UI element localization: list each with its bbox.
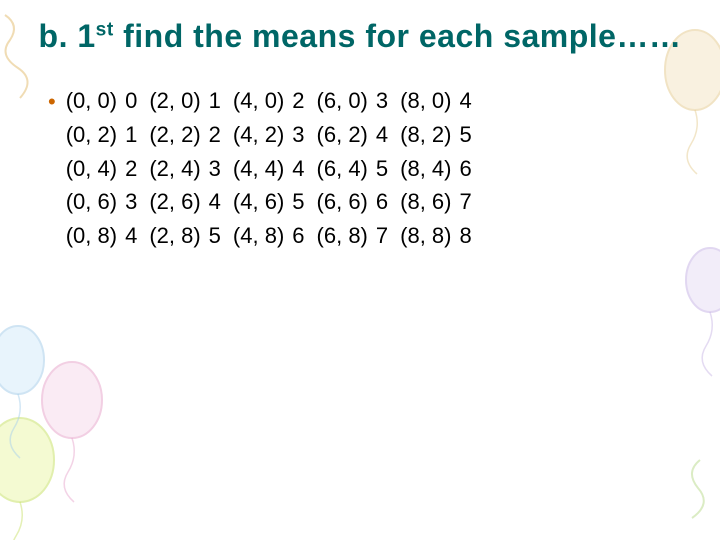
mean-cell: 4 [374, 119, 394, 151]
pair-cell: (0, 8) [66, 220, 117, 252]
mean-cell: 3 [123, 186, 143, 218]
mean-cell: 3 [290, 119, 310, 151]
mean-cell: 2 [290, 85, 310, 117]
pair-cell: (8, 6) [400, 186, 451, 218]
sample-means-table: (0, 0)0(2, 0)1(4, 0)2(6, 0)3(8, 0)4(0, 2… [66, 85, 478, 252]
pair-cell: (2, 4) [149, 153, 200, 185]
mean-cell: 5 [458, 119, 478, 151]
pair-cell: (6, 4) [317, 153, 368, 185]
mean-cell: 3 [207, 153, 227, 185]
pair-cell: (6, 6) [317, 186, 368, 218]
pair-cell: (8, 4) [400, 153, 451, 185]
pair-cell: (4, 2) [233, 119, 284, 151]
pair-cell: (4, 8) [233, 220, 284, 252]
slide-title: b. 1st find the means for each sample…… [0, 18, 720, 55]
title-superscript: st [96, 19, 114, 40]
mean-cell: 3 [374, 85, 394, 117]
pair-cell: (4, 4) [233, 153, 284, 185]
mean-cell: 6 [458, 153, 478, 185]
pair-cell: (2, 0) [149, 85, 200, 117]
mean-cell: 8 [458, 220, 478, 252]
pair-cell: (0, 4) [66, 153, 117, 185]
mean-cell: 1 [123, 119, 143, 151]
pair-cell: (6, 2) [317, 119, 368, 151]
title-rest: find the means for each sample…… [114, 18, 682, 54]
mean-cell: 2 [123, 153, 143, 185]
mean-cell: 4 [290, 153, 310, 185]
mean-cell: 0 [123, 85, 143, 117]
bullet-icon: • [48, 87, 56, 118]
pair-cell: (2, 8) [149, 220, 200, 252]
pair-cell: (6, 0) [317, 85, 368, 117]
mean-cell: 1 [207, 85, 227, 117]
pair-cell: (4, 6) [233, 186, 284, 218]
mean-cell: 4 [207, 186, 227, 218]
mean-cell: 6 [290, 220, 310, 252]
mean-cell: 7 [458, 186, 478, 218]
mean-cell: 5 [290, 186, 310, 218]
mean-cell: 5 [207, 220, 227, 252]
bullet-row: • (0, 0)0(2, 0)1(4, 0)2(6, 0)3(8, 0)4(0,… [0, 85, 720, 252]
pair-cell: (8, 0) [400, 85, 451, 117]
pair-cell: (0, 6) [66, 186, 117, 218]
mean-cell: 4 [458, 85, 478, 117]
pair-cell: (0, 0) [66, 85, 117, 117]
mean-cell: 6 [374, 186, 394, 218]
title-prefix: b. 1 [39, 18, 96, 54]
pair-cell: (8, 2) [400, 119, 451, 151]
pair-cell: (6, 8) [317, 220, 368, 252]
slide-content: b. 1st find the means for each sample…… … [0, 0, 720, 540]
pair-cell: (2, 6) [149, 186, 200, 218]
mean-cell: 4 [123, 220, 143, 252]
pair-cell: (4, 0) [233, 85, 284, 117]
pair-cell: (2, 2) [149, 119, 200, 151]
pair-cell: (8, 8) [400, 220, 451, 252]
mean-cell: 2 [207, 119, 227, 151]
mean-cell: 5 [374, 153, 394, 185]
mean-cell: 7 [374, 220, 394, 252]
pair-cell: (0, 2) [66, 119, 117, 151]
